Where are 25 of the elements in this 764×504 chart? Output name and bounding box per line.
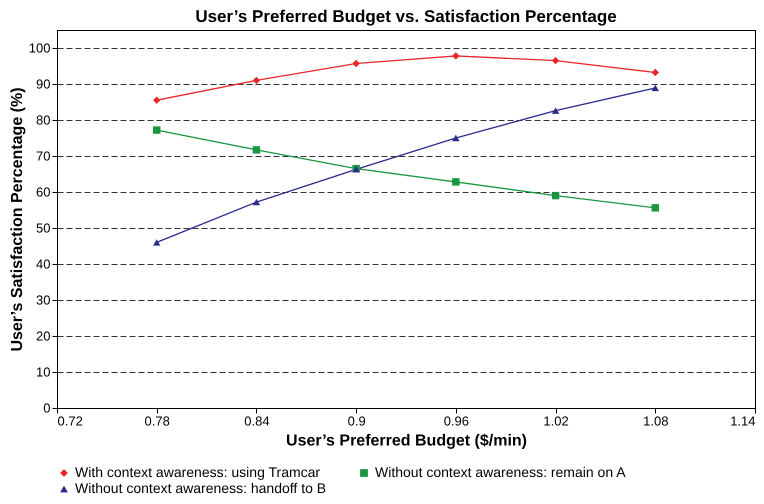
- y-tick-label: 70: [36, 148, 50, 164]
- x-tick-label: 0.84: [244, 414, 270, 428]
- x-tick-label: 1.14: [730, 414, 756, 428]
- y-axis-title: User’s Satisfaction Percentage (%): [8, 87, 26, 352]
- x-tick-label: 1.02: [543, 414, 569, 428]
- y-tick-label: 50: [36, 220, 50, 236]
- legend-label: Without context awareness: handoff to B: [75, 480, 326, 496]
- x-tick-label: 0.72: [58, 414, 83, 428]
- y-tick-label: 40: [36, 256, 50, 272]
- y-tick-label: 100: [28, 40, 50, 56]
- y-tick-label: 80: [36, 112, 50, 128]
- y-tick-label: 90: [36, 76, 50, 92]
- x-tick-label: 0.78: [144, 414, 170, 428]
- legend-label: With context awareness: using Tramcar: [75, 464, 320, 480]
- x-tick-label: 0.9: [348, 414, 366, 428]
- x-axis-title: User’s Preferred Budget ($/min): [286, 432, 527, 450]
- y-tick-label: 10: [36, 364, 50, 380]
- x-tick-label: 0.96: [444, 414, 470, 428]
- y-tick-label: 60: [36, 184, 50, 200]
- x-tick-label: 1.08: [643, 414, 668, 428]
- y-tick-label: 20: [36, 328, 50, 344]
- y-tick-label: 30: [36, 292, 50, 308]
- legend-label: Without context awareness: remain on A: [375, 464, 626, 480]
- chart-title: User’s Preferred Budget vs. Satisfaction Percentage: [195, 7, 617, 26]
- y-tick-label: 0: [43, 400, 50, 416]
